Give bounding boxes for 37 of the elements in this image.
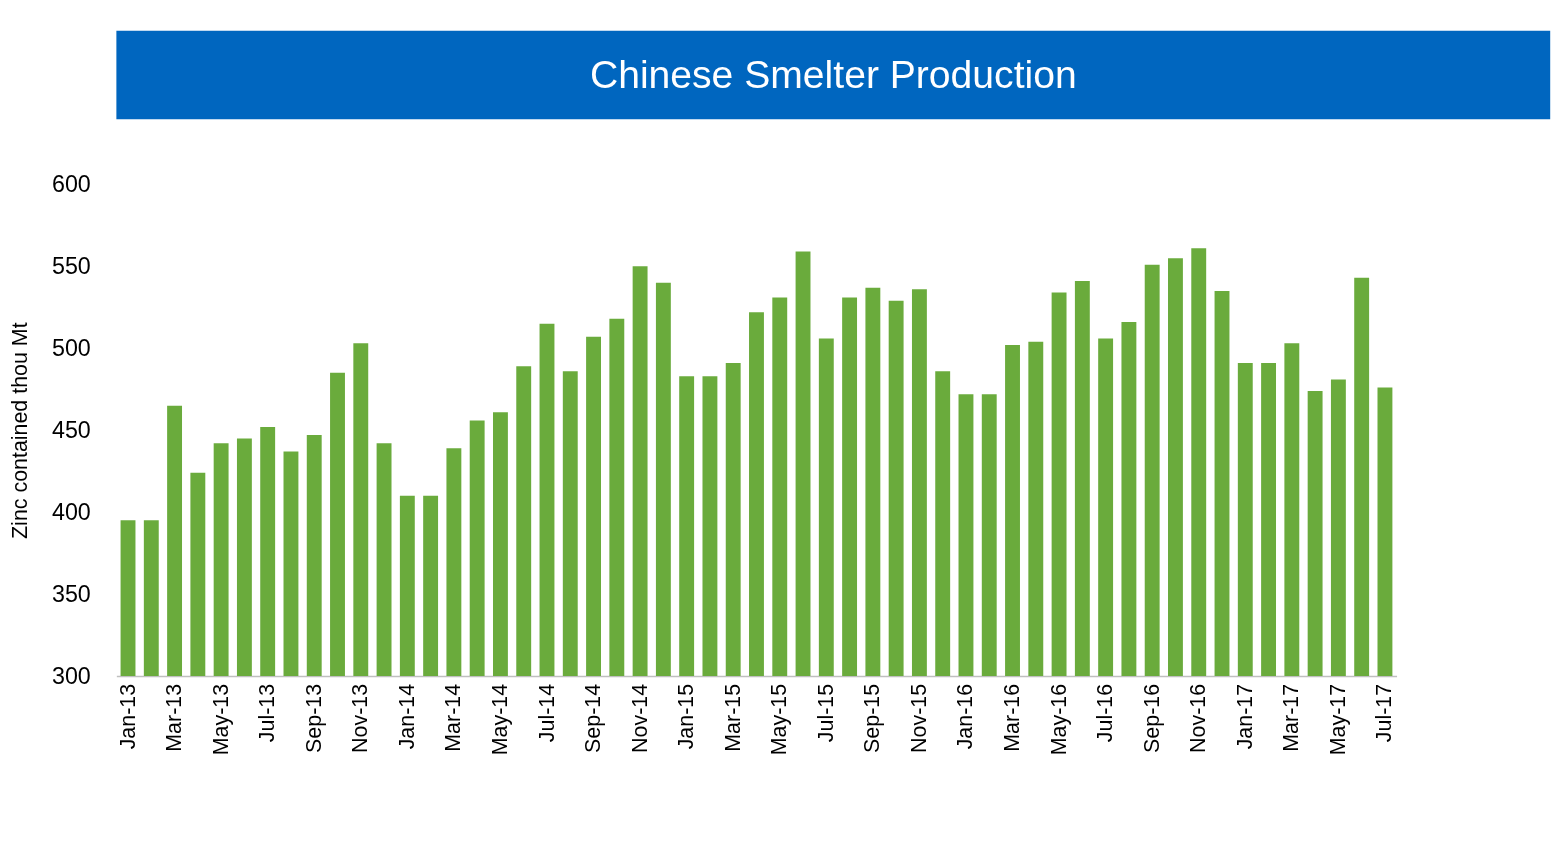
x-tick-label: Jan-17 [1232, 683, 1257, 750]
x-tick-label: Nov-15 [906, 683, 931, 753]
x-tick-label: Jul-13 [255, 683, 280, 743]
x-tick-label: Nov-16 [1186, 683, 1211, 753]
x-tick-label: Sep-16 [1139, 683, 1164, 753]
x-tick-label: May-17 [1325, 683, 1350, 756]
x-tick-label: Sep-14 [581, 683, 606, 753]
x-tick-label: Jan-13 [115, 683, 140, 750]
y-tick-label: 600 [51, 171, 91, 198]
x-tick-label: Sep-15 [860, 683, 885, 753]
x-tick-label: May-14 [487, 683, 512, 756]
y-tick-label: 300 [51, 662, 91, 689]
x-tick-label: Jan-16 [953, 683, 978, 750]
x-tick-label: Nov-13 [348, 683, 373, 753]
x-tick-label: Mar-15 [720, 683, 745, 752]
y-tick-label: 350 [51, 580, 91, 607]
x-tick-label: Nov-14 [627, 683, 652, 753]
x-tick-label: May-16 [1046, 683, 1071, 756]
chart-title: Chinese Smelter Production [589, 52, 1077, 96]
x-tick-label: Jan-15 [674, 683, 699, 750]
y-tick-label: 400 [51, 499, 91, 526]
x-tick-label: Mar-13 [162, 683, 187, 752]
x-tick-label: May-15 [767, 683, 792, 756]
y-tick-label: 550 [51, 253, 91, 280]
x-tick-label: Jul-14 [534, 683, 559, 743]
x-tick-label: Jul-15 [813, 683, 838, 743]
y-tick-label: 450 [51, 417, 91, 444]
x-tick-label: Mar-14 [441, 683, 466, 752]
x-tick-label: Mar-16 [1000, 683, 1025, 752]
y-tick-label: 500 [51, 335, 91, 362]
x-tick-label: May-13 [208, 683, 233, 756]
x-tick-label: Sep-13 [301, 683, 326, 753]
x-tick-label: Jul-17 [1372, 683, 1397, 743]
x-tick-label: Jul-16 [1093, 683, 1118, 743]
x-tick-label: Mar-17 [1279, 683, 1304, 752]
y-axis-title: Zinc contained thou Mt [7, 322, 32, 539]
x-tick-label: Jan-14 [394, 683, 419, 750]
